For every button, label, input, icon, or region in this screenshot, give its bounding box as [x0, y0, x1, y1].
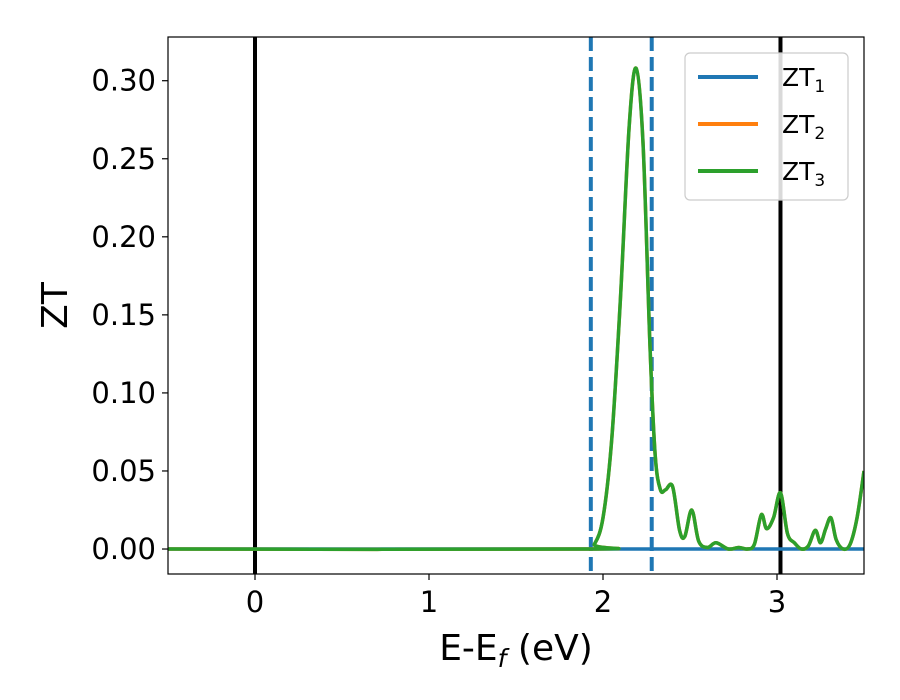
x-tick-label: 0: [246, 585, 264, 619]
y-tick-label: 0.25: [91, 142, 156, 176]
legend-label-zt1: ZT1: [782, 63, 825, 97]
y-tick-label: 0.15: [91, 298, 156, 332]
legend-box: [684, 52, 849, 201]
plot-frame: [167, 36, 865, 575]
y-tick-label: 0.00: [91, 532, 156, 566]
y-tick-label: 0.30: [91, 64, 156, 98]
x-tick-label: 1: [420, 585, 438, 619]
x-tick-label: 3: [768, 585, 786, 619]
series-line-zt3: [168, 66, 864, 552]
x-tick-label: 2: [594, 585, 612, 619]
legend-label-zt3: ZT3: [782, 157, 825, 191]
y-tick-label: 0.10: [91, 376, 156, 410]
legend-label-zt2: ZT2: [782, 110, 825, 144]
x-axis-label: E-Ef (eV): [439, 628, 593, 673]
y-axis-label: ZT: [35, 281, 76, 329]
y-tick-label: 0.05: [91, 454, 156, 488]
y-tick-label: 0.20: [91, 220, 156, 254]
